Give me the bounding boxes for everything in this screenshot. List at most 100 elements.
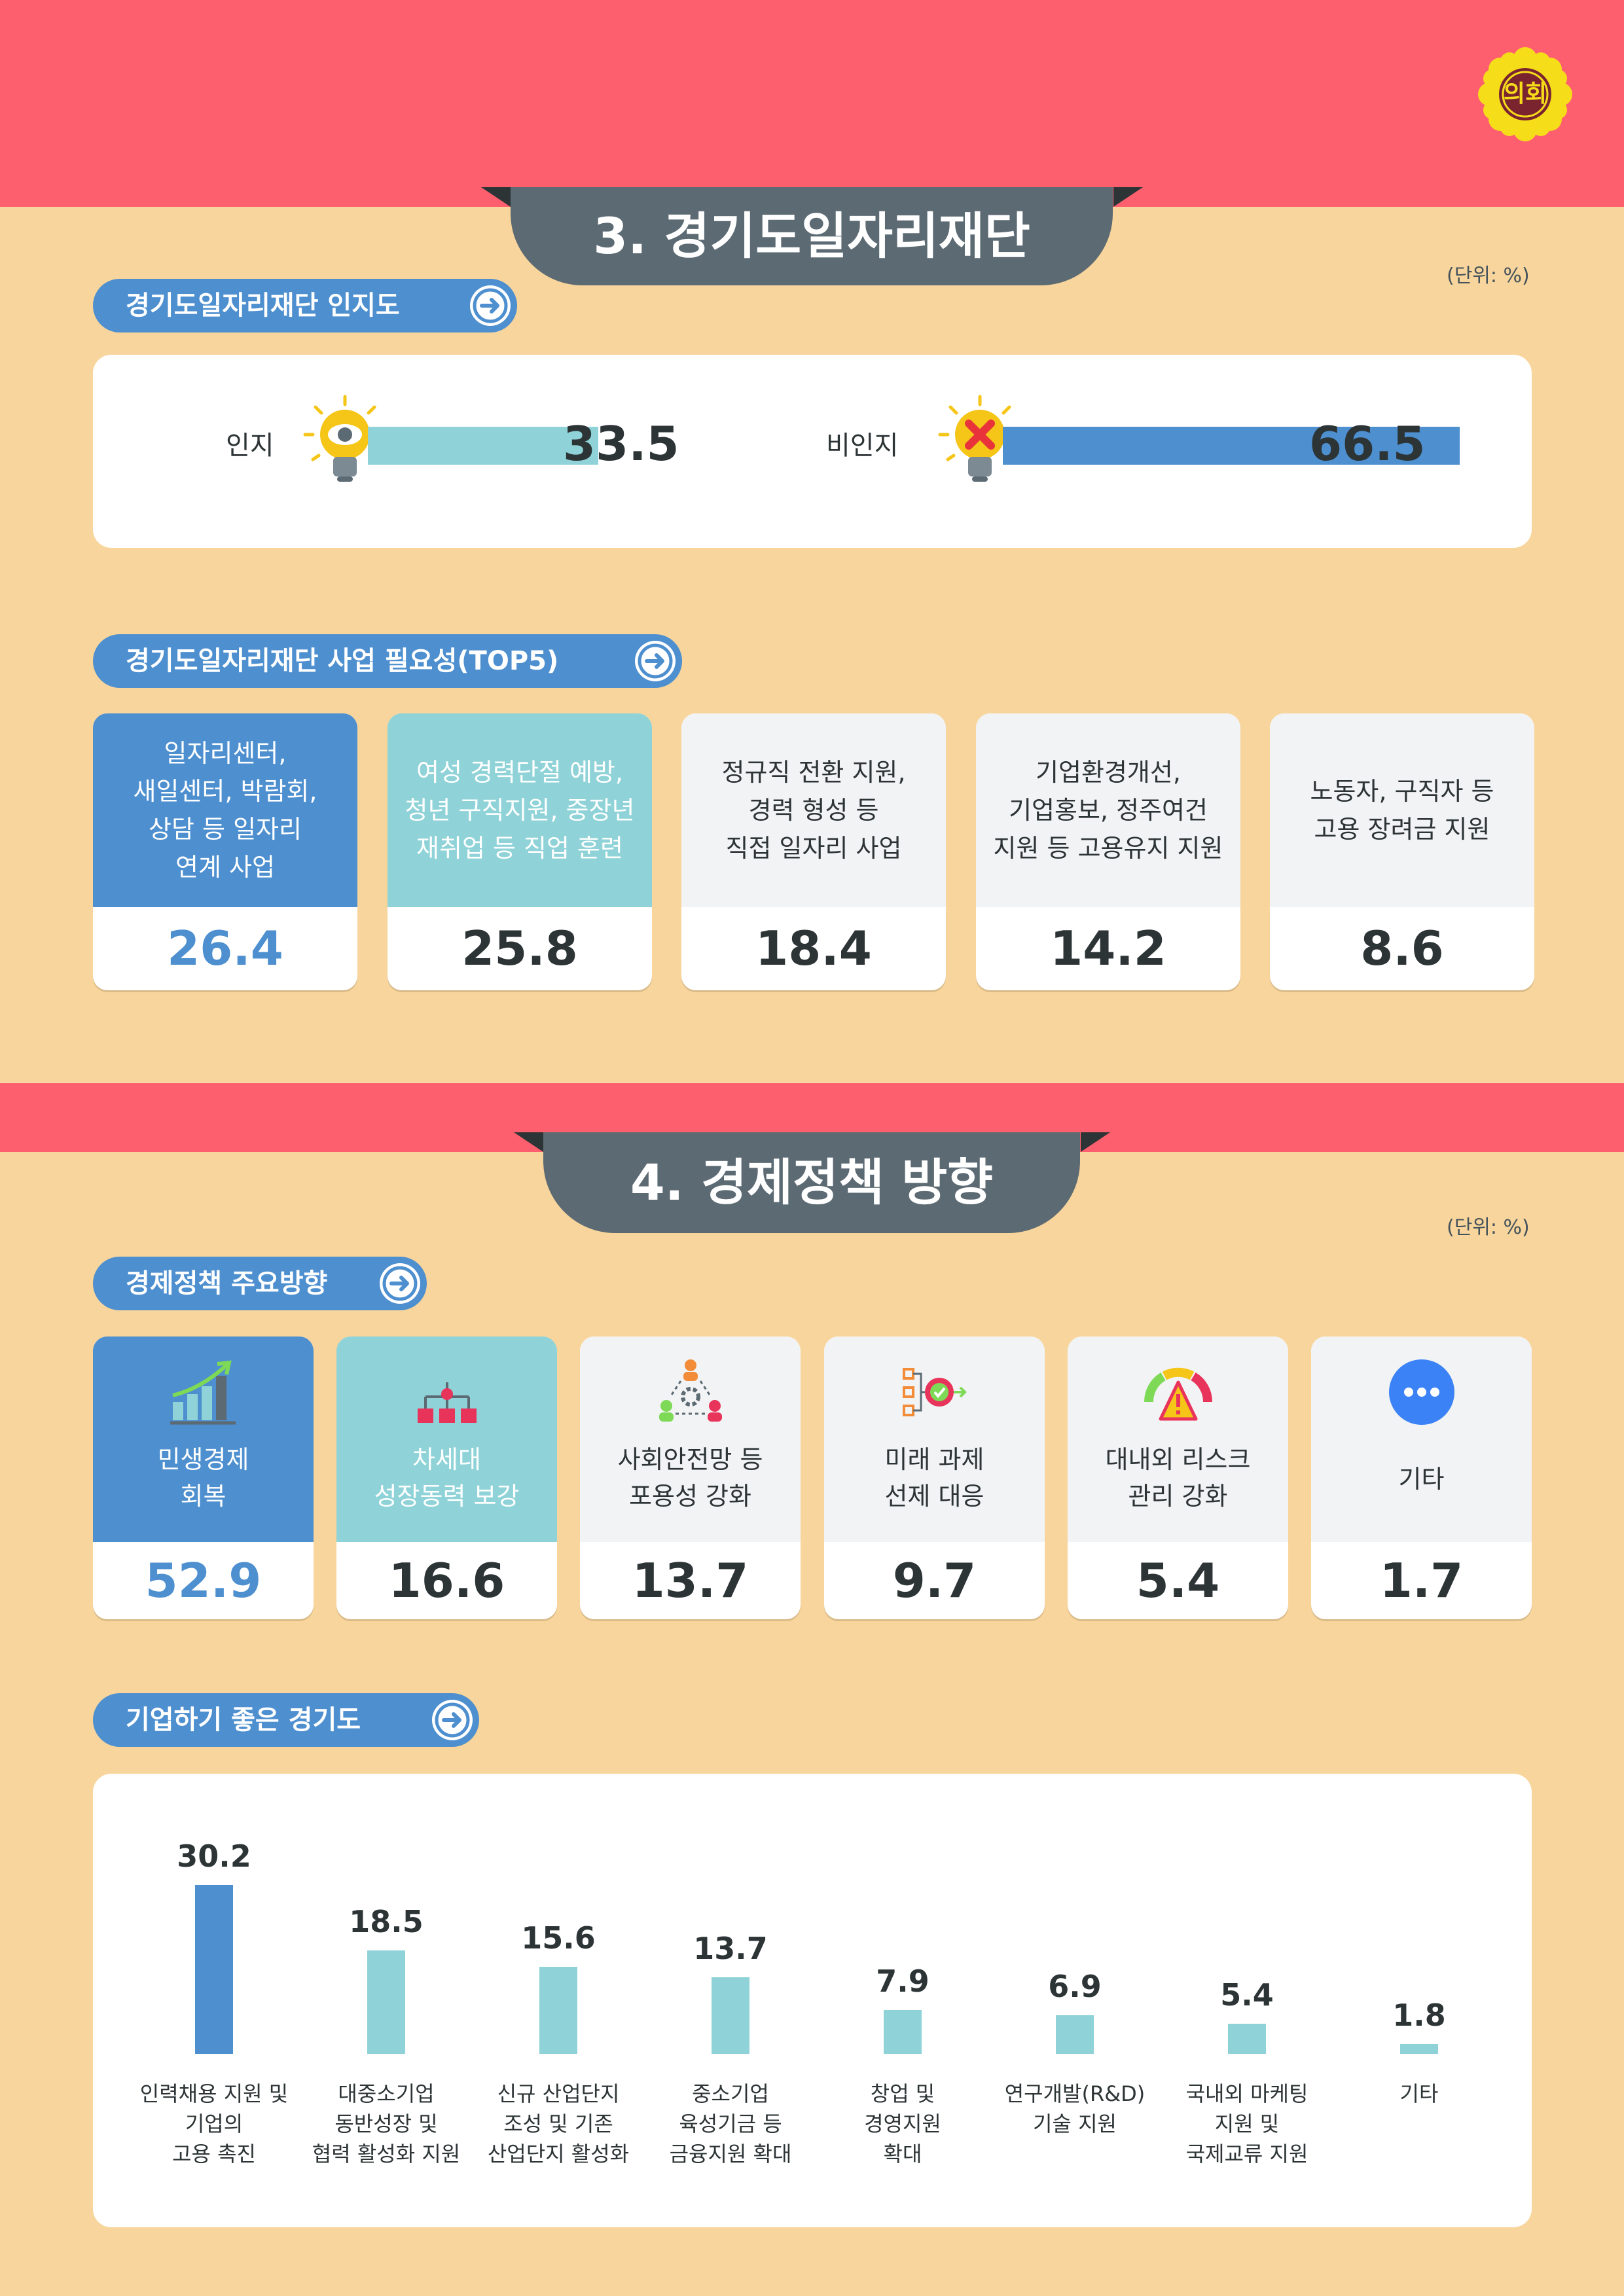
category-label: 창업 및 경영지원 확대 [864,2081,941,2166]
target-flow-icon [824,1356,1045,1428]
section-3-title: 3. 경기도일자리재단 [511,187,1113,285]
direction-card-text: 대내외 리스크 관리 강화 [1105,1445,1251,1511]
business-pill: 기업하기 좋은 경기도 [93,1693,479,1747]
direction-card-value: 9.7 [892,1553,977,1608]
necessity-card-text: 노동자, 구직자 등 고용 장려금 지원 [1270,713,1534,907]
bar-value-label: 7.9 [876,1964,929,1999]
aware-bar [368,427,598,465]
necessity-card-value: 18.4 [755,921,872,976]
direction-card: 기타 1.7 [1311,1336,1532,1619]
bar-value-label: 13.7 [693,1931,768,1966]
direction-card: 미래 과제 선제 대응 9.7 [824,1336,1045,1619]
bar-value-label: 30.2 [177,1839,251,1874]
arrow-right-icon [470,285,511,326]
direction-card-text: 사회안전망 등 포용성 강화 [617,1445,763,1511]
necessity-card-value: 14.2 [1050,921,1166,976]
necessity-pill: 경기도일자리재단 사업 필요성(TOP5) [93,634,682,688]
more-dots-icon [1311,1356,1532,1428]
direction-card-top: 사회안전망 등 포용성 강화 [580,1336,801,1542]
direction-card-top: 민생경제 회복 [93,1336,314,1542]
necessity-card: 일자리센터, 새일센터, 박람회, 상담 등 일자리 연계 사업 26.4 [93,713,357,990]
necessity-card-text: 일자리센터, 새일센터, 박람회, 상담 등 일자리 연계 사업 [93,713,357,907]
direction-card-text: 민생경제 회복 [157,1445,249,1511]
direction-card: 차세대 성장동력 보강 16.6 [336,1336,557,1619]
direction-card-top: 미래 과제 선제 대응 [824,1336,1045,1542]
bar-value-label: 15.6 [521,1920,596,1956]
aware-value: 33.5 [563,416,679,471]
category-label: 국내외 마케팅 지원 및 국제교류 지원 [1186,2081,1308,2166]
bar-value-label: 1.8 [1392,1998,1446,2033]
bar [1400,2044,1438,2054]
title-tab-ear-right [1081,1132,1110,1152]
direction-card-value: 16.6 [388,1553,505,1608]
necessity-card: 노동자, 구직자 등 고용 장려금 지원 8.6 [1270,713,1534,990]
bar [195,1885,233,2054]
bar [1056,2015,1094,2054]
direction-card-value: 5.4 [1136,1553,1220,1608]
arrow-right-icon [380,1263,420,1304]
title-tab-ear-right [1113,187,1143,207]
direction-card: 대내외 리스크 관리 강화 5.4 [1068,1336,1288,1619]
section-3-unit: (단위: %) [1447,264,1530,287]
direction-card-top: 기타 [1311,1336,1532,1542]
necessity-card-value: 25.8 [461,921,578,976]
bar [884,2010,922,2054]
title-tab-ear-left [481,187,511,207]
arrow-right-icon [432,1700,473,1740]
direction-card: 사회안전망 등 포용성 강화 13.7 [580,1336,801,1619]
category-label: 대중소기업 동반성장 및 협력 활성화 지원 [312,2081,460,2166]
direction-card-text: 차세대 성장동력 보강 [374,1445,520,1511]
bar [1228,2024,1266,2054]
risk-gauge-icon [1068,1356,1288,1428]
direction-card-value: 1.7 [1379,1553,1464,1608]
aware-label: 인지 [226,431,274,461]
direction-card-value: 52.9 [145,1553,262,1608]
bar-value-label: 5.4 [1220,1977,1274,2013]
top-pink-band [0,0,1624,207]
bar [539,1967,577,2054]
direction-card: 민생경제 회복 52.9 [93,1336,314,1619]
necessity-card-text: 정규직 전환 지원, 경력 형성 등 직접 일자리 사업 [681,713,946,907]
necessity-card-text: 기업환경개선, 기업홍보, 정주여건 지원 등 고용유지 지원 [976,713,1240,907]
title-tab-ear-left [514,1132,543,1152]
direction-card-text: 기타 [1398,1465,1445,1494]
awareness-pill: 경기도일자리재단 인지도 [93,279,517,332]
section-4-title: 4. 경제정책 방향 [543,1132,1080,1233]
awareness-pill-label: 경기도일자리재단 인지도 [126,291,400,321]
necessity-card-value: 26.4 [167,921,283,976]
direction-card-text: 미래 과제 선제 대응 [884,1445,984,1511]
direction-card-top: 대내외 리스크 관리 강화 [1068,1336,1288,1542]
category-label: 신규 산업단지 조성 및 기존 산업단지 활성화 [488,2081,629,2166]
section-4-title-text: 4. 경제정책 방향 [630,1153,994,1211]
unaware-value: 66.5 [1309,416,1426,471]
unaware-label: 비인지 [826,431,899,461]
directions-pill: 경제정책 주요방향 [93,1257,427,1310]
category-label: 연구개발(R&D) 기술 지원 [1005,2081,1146,2136]
section-3-title-text: 3. 경기도일자리재단 [593,207,1030,265]
category-label: 인력채용 지원 및 기업의 고용 촉진 [140,2081,288,2166]
direction-card-top: 차세대 성장동력 보강 [336,1336,557,1542]
business-bar-chart: 30.2 인력채용 지원 및 기업의 고용 촉진 18.5 대중소기업 동반성장 및 협력 활… [140,1839,1446,2166]
hierarchy-icon [336,1356,557,1428]
arrow-right-icon [635,641,676,681]
business-pill-label: 기업하기 좋은 경기도 [126,1705,361,1735]
bar-value-label: 18.5 [349,1904,424,1939]
necessity-card: 기업환경개선, 기업홍보, 정주여건 지원 등 고용유지 지원 14.2 [976,713,1240,990]
directions-pill-label: 경제정책 주요방향 [126,1268,328,1299]
assembly-logo: 의회 [1473,42,1578,147]
lightbulb-x-icon [937,394,1022,486]
people-network-icon [580,1356,801,1428]
necessity-card-text: 여성 경력단절 예방, 청년 구직지원, 중장년 재취업 등 직업 훈련 [388,713,652,907]
awareness-panel: 인지 33.5 비인지 66.5 [93,355,1532,548]
category-label: 기타 [1400,2081,1439,2106]
section-4-unit: (단위: %) [1447,1216,1530,1239]
necessity-card-value: 8.6 [1360,921,1444,976]
direction-card-value: 13.7 [632,1553,749,1608]
logo-text: 의회 [1503,81,1547,107]
bar [367,1950,405,2054]
necessity-pill-label: 경기도일자리재단 사업 필요성(TOP5) [126,646,559,676]
bar-value-label: 6.9 [1048,1969,1102,2004]
bar [712,1977,749,2054]
necessity-card: 정규직 전환 지원, 경력 형성 등 직접 일자리 사업 18.4 [681,713,946,990]
necessity-card: 여성 경력단절 예방, 청년 구직지원, 중장년 재취업 등 직업 훈련 25.8 [388,713,652,990]
